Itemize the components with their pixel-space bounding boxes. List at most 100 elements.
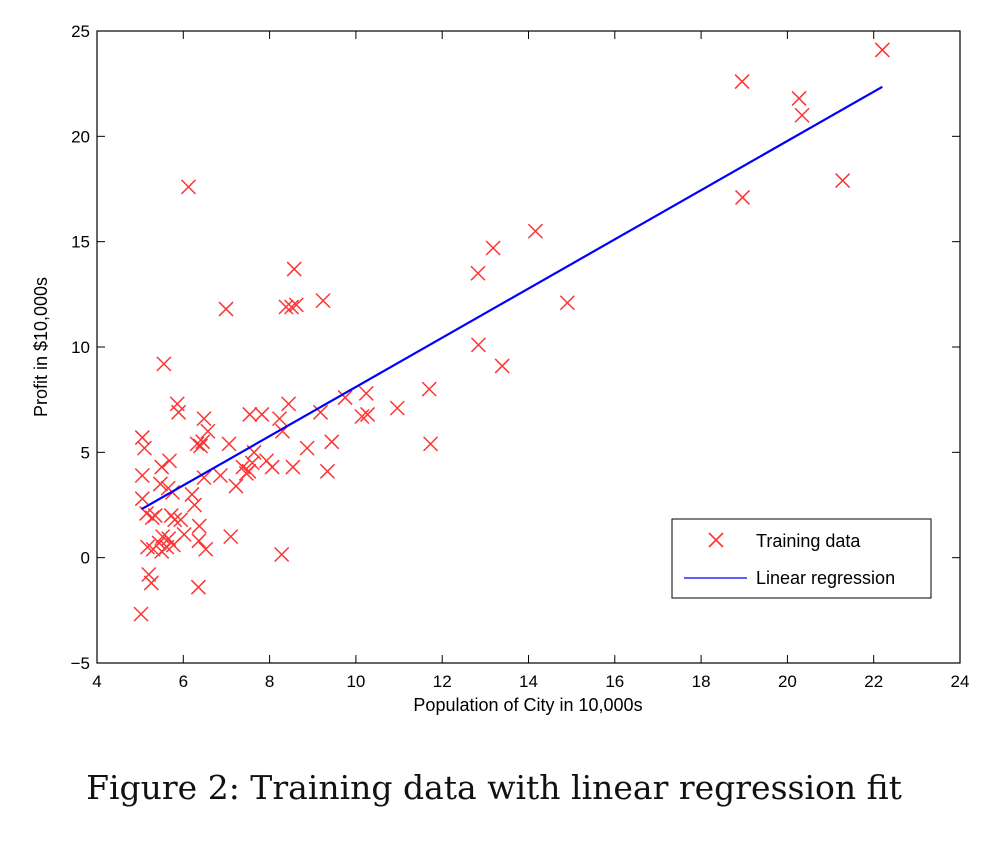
x-tick-label: 24 [951, 672, 970, 691]
data-point [285, 459, 301, 475]
data-point [874, 42, 890, 58]
data-point [196, 411, 212, 427]
data-point [191, 518, 207, 534]
data-point [147, 508, 163, 524]
data-point [152, 476, 168, 492]
y-tick-label: 25 [71, 22, 90, 41]
legend: Training data Linear regression [671, 518, 932, 599]
data-point [218, 301, 234, 317]
data-point [315, 293, 331, 309]
legend-marker-training-data-b [708, 532, 724, 548]
x-tick-label: 20 [778, 672, 797, 691]
data-point [360, 406, 376, 422]
data-point [319, 463, 335, 479]
data-point [223, 529, 239, 545]
data-point [228, 478, 244, 494]
data-point [184, 486, 200, 502]
y-axis-label: Profit in $10,000s [31, 277, 51, 417]
data-point [191, 533, 207, 549]
data-point [198, 541, 214, 557]
data-point [354, 408, 370, 425]
data-point [271, 411, 288, 427]
data-point [134, 491, 150, 507]
data-point [190, 579, 206, 595]
data-point [241, 463, 257, 479]
data-point [180, 179, 197, 195]
data-point [176, 526, 192, 543]
data-point [278, 299, 294, 315]
data-point [324, 434, 340, 450]
data-point [274, 546, 290, 563]
x-axis-label: Population of City in 10,000s [413, 695, 642, 715]
data-point [161, 453, 178, 469]
data-point [559, 295, 575, 311]
data-point [389, 400, 405, 416]
data-point [358, 385, 374, 401]
y-tick-label: 10 [71, 338, 90, 357]
data-point [423, 436, 439, 452]
data-point [288, 297, 304, 313]
chart: 4 6 8 10 12 14 16 18 20 22 24 −5 0 5 10 15 20 25 Populat… [31, 22, 969, 715]
data-point [143, 575, 159, 591]
y-tick-label: 15 [71, 233, 90, 252]
data-point [299, 440, 315, 456]
y-tick-label: −5 [71, 654, 90, 673]
data-point [264, 459, 280, 475]
data-point [139, 539, 156, 555]
data-point [470, 337, 486, 353]
legend-box [671, 518, 932, 599]
data-point [193, 438, 209, 454]
data-point [186, 497, 203, 513]
figure-caption: Figure 2: Training data with linear regr… [86, 768, 902, 807]
data-point [527, 223, 543, 239]
x-tick-label: 16 [605, 672, 624, 691]
x-tick-label: 22 [864, 672, 883, 691]
data-point [794, 107, 810, 123]
data-point [136, 440, 152, 456]
data-point [212, 467, 228, 484]
data-point [734, 74, 750, 90]
data-point [171, 404, 187, 420]
data-point [200, 423, 216, 439]
x-tick-label: 12 [433, 672, 452, 691]
data-point [156, 356, 172, 372]
y-axis-ticks: −5 0 5 10 15 20 25 [71, 22, 960, 673]
x-tick-label: 10 [346, 672, 365, 691]
data-point [141, 566, 157, 583]
data-point [154, 459, 170, 475]
data-point [485, 240, 501, 256]
data-point [254, 406, 270, 422]
legend-label-training-data: Training data [756, 531, 861, 551]
data-point [312, 404, 329, 420]
data-point [161, 531, 177, 547]
data-point [173, 512, 189, 528]
data-point [281, 396, 297, 412]
data-point [196, 470, 212, 486]
data-point [337, 390, 353, 406]
data-point [195, 434, 211, 450]
data-point [286, 261, 302, 277]
regression-line [140, 85, 883, 511]
data-point [835, 173, 851, 189]
data-point [421, 381, 437, 397]
data-point [242, 406, 258, 422]
data-point [167, 512, 183, 528]
x-tick-label: 14 [519, 672, 538, 691]
data-point [494, 358, 510, 374]
data-point [155, 529, 171, 545]
x-tick-label: 18 [692, 672, 711, 691]
data-point [284, 299, 300, 315]
data-point [470, 265, 486, 281]
y-tick-label: 20 [71, 127, 90, 146]
series-layer [133, 42, 890, 622]
data-point [134, 467, 150, 484]
data-point [221, 436, 237, 452]
data-point [791, 90, 807, 106]
legend-label-linear-regression: Linear regression [756, 568, 895, 588]
x-axis-ticks: 4 6 8 10 12 14 16 18 20 22 24 [92, 31, 969, 691]
data-point [189, 436, 205, 452]
data-point [133, 606, 149, 622]
x-tick-label: 4 [92, 672, 101, 691]
x-tick-label: 6 [179, 672, 188, 691]
y-tick-label: 5 [81, 443, 90, 462]
